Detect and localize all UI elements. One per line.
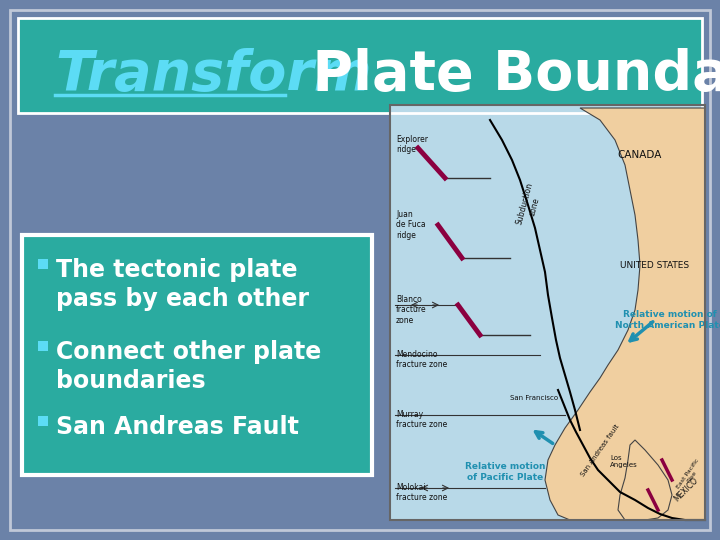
Text: San Francisco: San Francisco: [510, 395, 558, 401]
Text: Murray
fracture zone: Murray fracture zone: [396, 410, 447, 429]
Bar: [38, 341, 48, 351]
Text: Molokai
fracture zone: Molokai fracture zone: [396, 483, 447, 502]
Text: Subduction
zone: Subduction zone: [515, 181, 545, 228]
Text: Relative motion
of Pacific Plate: Relative motion of Pacific Plate: [464, 462, 545, 482]
Text: Plate Boundary: Plate Boundary: [293, 48, 720, 102]
Text: San Andreas fault: San Andreas fault: [580, 423, 620, 477]
Bar: [390, 105, 705, 520]
Text: Connect other plate
boundaries: Connect other plate boundaries: [56, 340, 321, 393]
Text: CANADA: CANADA: [618, 150, 662, 160]
Polygon shape: [545, 108, 705, 520]
Text: Los
Angeles: Los Angeles: [610, 455, 638, 468]
Text: MEXICO: MEXICO: [672, 476, 700, 504]
Text: Explorer
ridge: Explorer ridge: [396, 135, 428, 154]
Text: Mendocino
fracture zone: Mendocino fracture zone: [396, 350, 447, 369]
Text: Relative motion of
North American Plate: Relative motion of North American Plate: [615, 310, 720, 330]
Text: East Pacific
Rise: East Pacific Rise: [675, 457, 705, 492]
Bar: [38, 416, 48, 426]
Text: The tectonic plate
pass by each other: The tectonic plate pass by each other: [56, 258, 309, 310]
Bar: [390, 105, 705, 520]
Bar: [18, 18, 702, 113]
Bar: [18, 18, 702, 113]
Text: San Andreas Fault: San Andreas Fault: [56, 415, 299, 439]
Bar: [38, 259, 48, 269]
Polygon shape: [618, 440, 672, 520]
Text: Juan
de Fuca
ridge: Juan de Fuca ridge: [396, 210, 426, 240]
Bar: [22, 235, 372, 475]
Text: UNITED STATES: UNITED STATES: [621, 260, 690, 269]
Text: Blanco
fracture
zone: Blanco fracture zone: [396, 295, 427, 325]
Text: Transform: Transform: [55, 48, 372, 102]
